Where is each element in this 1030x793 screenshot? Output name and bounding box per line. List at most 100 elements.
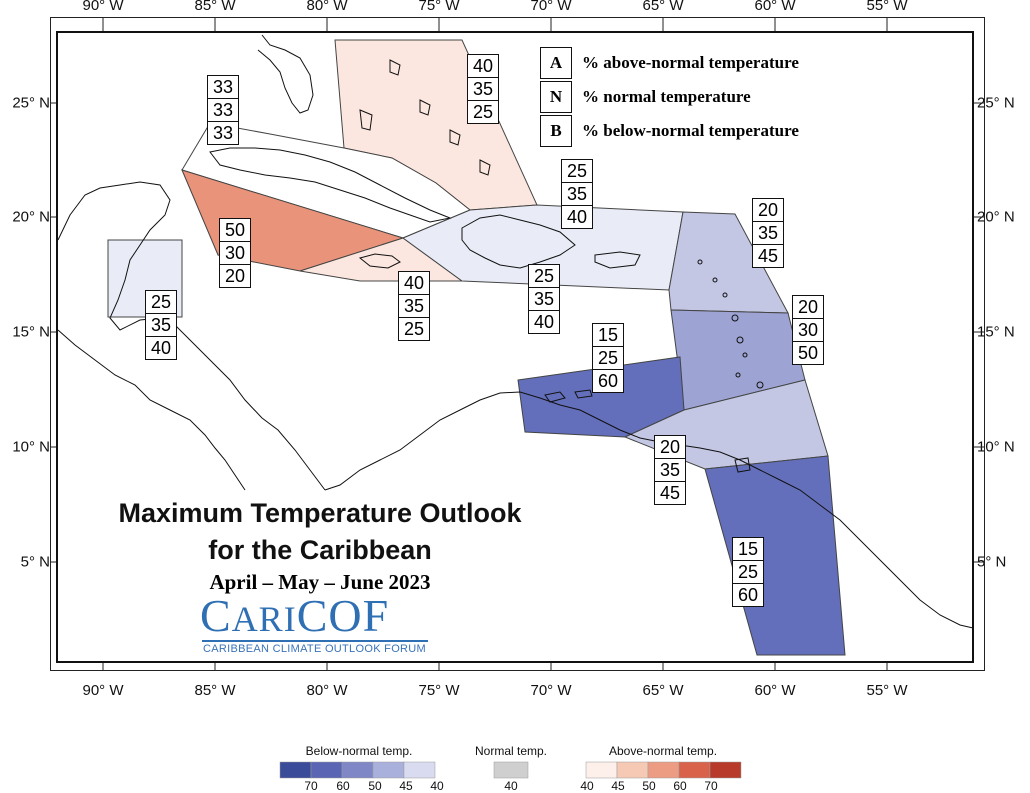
prob-box-western-caribbean: 50 30 20 [219, 218, 251, 288]
prob-above: 33 [207, 75, 239, 99]
legend-row-below: B % below-normal temperature [540, 114, 799, 148]
colorbar-swatch-above [616, 761, 649, 779]
caricof-logo: CARICOF [200, 590, 390, 641]
prob-box-abc-islands: 15 25 60 [592, 323, 624, 393]
prob-below: 40 [561, 205, 593, 229]
prob-normal: 30 [219, 241, 251, 265]
logo-tagline: CARIBBEAN CLIMATE OUTLOOK FORUM [203, 643, 427, 655]
colorbar-tick: 45 [399, 779, 413, 793]
prob-box-guianas: 15 25 60 [732, 537, 764, 607]
prob-above: 20 [654, 435, 686, 459]
region-guianas [704, 455, 846, 656]
colorbar-swatch-below [341, 761, 374, 779]
prob-normal: 25 [732, 560, 764, 584]
colorbar [279, 761, 742, 779]
logo-divider [202, 640, 428, 642]
prob-above: 15 [592, 323, 624, 347]
map-subtitle: April – May – June 2023 [209, 570, 431, 594]
prob-above: 40 [398, 271, 430, 295]
lon-tick: 75° W [418, 682, 460, 699]
prob-box-leeward-islands: 20 35 45 [752, 198, 784, 268]
lat-tick: 25° N [977, 94, 1015, 112]
lon-tick: 90° W [82, 0, 124, 14]
colorbar-tick: 60 [336, 779, 350, 793]
prob-below: 25 [398, 317, 430, 341]
prob-above: 25 [528, 264, 560, 288]
prob-box-trinidad: 20 35 45 [654, 435, 686, 505]
prob-box-hispaniola-north: 25 35 40 [561, 159, 593, 229]
prob-above: 15 [732, 537, 764, 561]
legend-key-letter: B [540, 114, 572, 147]
prob-above: 25 [561, 159, 593, 183]
prob-normal: 25 [592, 346, 624, 370]
prob-above: 20 [792, 295, 824, 319]
prob-normal: 35 [528, 287, 560, 311]
lon-tick: 55° W [866, 0, 908, 14]
prob-normal: 35 [398, 294, 430, 318]
lat-tick: 15° N [977, 323, 1015, 341]
prob-normal: 35 [561, 182, 593, 206]
legend-key-text: % above-normal temperature [582, 53, 799, 72]
lon-tick: 60° W [754, 0, 796, 14]
prob-below: 33 [207, 121, 239, 145]
lon-tick: 65° W [642, 682, 684, 699]
prob-box-hispaniola-pr: 25 35 40 [528, 264, 560, 334]
colorbar-swatch-above [678, 761, 711, 779]
lon-tick: 70° W [530, 682, 572, 699]
prob-below: 60 [732, 583, 764, 607]
colorbar-swatch-below [279, 761, 312, 779]
prob-below: 50 [792, 341, 824, 365]
lat-tick: 15° N [12, 323, 50, 341]
prob-box-windward-islands: 20 30 50 [792, 295, 824, 365]
prob-normal: 35 [145, 313, 177, 337]
map-inner-frame [56, 31, 974, 663]
lat-tick: 25° N [12, 94, 50, 112]
coastlines [57, 34, 974, 629]
lon-tick: 65° W [642, 0, 684, 14]
colorbar-swatch-below [372, 761, 405, 779]
prob-box-belize: 25 35 40 [145, 290, 177, 360]
map-outer-frame [50, 17, 985, 671]
prob-below: 40 [528, 310, 560, 334]
colorbar-tick: 50 [642, 779, 656, 793]
colorbar-title-below: Below-normal temp. [305, 744, 413, 758]
legend-key: A % above-normal temperature N % normal … [540, 46, 799, 148]
colorbar-tick: 45 [611, 779, 625, 793]
legend-row-normal: N % normal temperature [540, 80, 799, 114]
lon-tick: 80° W [306, 682, 348, 699]
colorbar-tick: 40 [430, 779, 444, 793]
colorbar-swatch-above [709, 761, 742, 779]
prob-above: 20 [752, 198, 784, 222]
lat-tick: 20° N [977, 208, 1015, 226]
lon-tick: 55° W [866, 682, 908, 699]
colorbar-tick: 40 [504, 779, 518, 793]
legend-key-letter: A [540, 46, 572, 79]
prob-above: 40 [467, 54, 499, 78]
colorbar-swatch-above [647, 761, 680, 779]
lon-tick: 80° W [306, 0, 348, 14]
lat-tick: 5° N [20, 553, 50, 571]
legend-key-text: % normal temperature [582, 87, 751, 106]
prob-normal: 33 [207, 98, 239, 122]
prob-below: 45 [752, 244, 784, 268]
prob-below: 20 [219, 264, 251, 288]
prob-normal: 35 [467, 77, 499, 101]
prob-normal: 35 [654, 458, 686, 482]
prob-normal: 35 [752, 221, 784, 245]
colorbar-swatch-above [585, 761, 618, 779]
lon-tick: 85° W [194, 0, 236, 14]
prob-above: 50 [219, 218, 251, 242]
prob-below: 45 [654, 481, 686, 505]
prob-box-cuba-north: 33 33 33 [207, 75, 239, 145]
colorbar-swatch-normal [493, 761, 529, 779]
lon-tick: 60° W [754, 682, 796, 699]
legend-key-text: % below-normal temperature [582, 121, 799, 140]
colorbar-tick: 70 [704, 779, 718, 793]
colorbar-tick: 70 [304, 779, 318, 793]
lat-tick: 20° N [12, 208, 50, 226]
tick-marks [50, 17, 985, 671]
prob-box-jamaica: 40 35 25 [398, 271, 430, 341]
prob-below: 60 [592, 369, 624, 393]
lat-tick: 10° N [977, 438, 1015, 456]
